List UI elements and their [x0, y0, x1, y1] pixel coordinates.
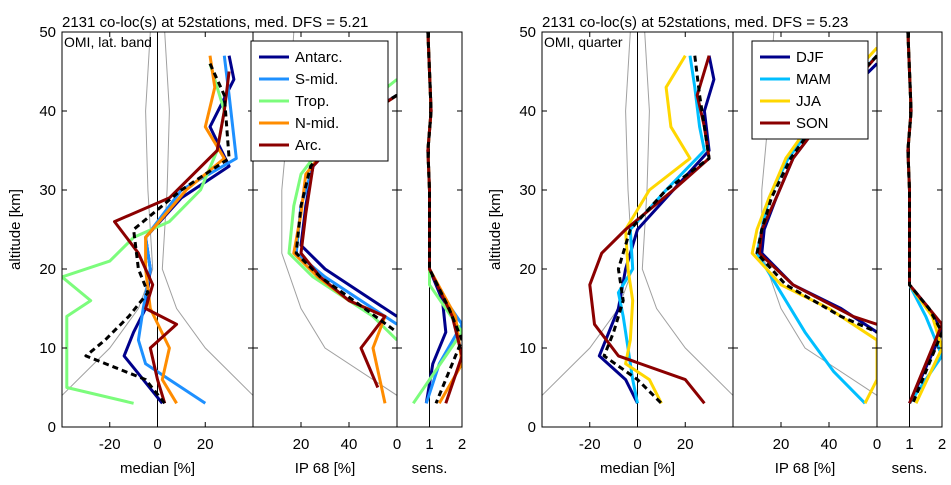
- x-axis-label: IP 68 [%]: [775, 460, 836, 477]
- x-tick-label: 20: [773, 436, 790, 453]
- chart-0: 2131 co-loc(s) at 52stations, med. DFS =…: [7, 14, 466, 477]
- series-line-trop: [412, 32, 462, 405]
- x-tick-label: 0: [393, 436, 401, 453]
- x-tick-label: 0: [633, 436, 641, 453]
- series-line-arc: [113, 71, 231, 404]
- x-tick-label: 20: [677, 436, 694, 453]
- panel-sens: 0 1 2 sens.: [393, 31, 466, 477]
- legend-entry: Antarc.: [295, 49, 343, 66]
- x-axis-label: median [%]: [120, 460, 195, 477]
- legend-entry: JJA: [796, 93, 821, 110]
- y-tick-label: 10: [39, 340, 56, 357]
- reference-curve: [161, 32, 253, 396]
- series-line-smid: [136, 55, 238, 405]
- y-tick-label: 50: [39, 24, 56, 41]
- x-tick-label: -20: [579, 436, 601, 453]
- x-tick-label: 1: [425, 436, 433, 453]
- series-line-jja: [750, 46, 877, 404]
- x-tick-label: 2: [938, 436, 946, 453]
- x-tick-label: 0: [873, 436, 881, 453]
- x-axis-label: sens.: [892, 460, 928, 477]
- y-tick-label: 0: [48, 419, 56, 436]
- legend-entry: MAM: [796, 71, 831, 88]
- y-axis-label: altitude [km]: [487, 189, 504, 270]
- reference-curve: [641, 32, 733, 396]
- plot-area: [906, 32, 942, 427]
- series-line-arc: [426, 32, 462, 404]
- legend-entry: DJF: [796, 49, 824, 66]
- x-tick-label: 40: [341, 436, 358, 453]
- panel-annotation: OMI, lat. band: [64, 34, 152, 50]
- y-tick-label: 50: [519, 24, 536, 41]
- x-tick-label: 1: [905, 436, 913, 453]
- plot-area: [412, 32, 462, 427]
- reference-curve: [62, 32, 154, 396]
- y-tick-label: 40: [519, 103, 536, 120]
- x-axis-label: IP 68 [%]: [295, 460, 356, 477]
- y-tick-label: 30: [39, 182, 56, 199]
- legend-entry: Trop.: [295, 93, 329, 110]
- legend: DJF MAM JJA SON: [751, 40, 869, 140]
- plot-area: [542, 32, 733, 427]
- reference-curve: [542, 32, 634, 396]
- y-tick-label: 0: [528, 419, 536, 436]
- legend: Antarc. S-mid. Trop. N-mid. Arc.: [250, 40, 389, 162]
- chart-title: 2131 co-loc(s) at 52stations, med. DFS =…: [62, 14, 368, 31]
- y-tick-label: 10: [519, 340, 536, 357]
- legend-entry: Arc.: [295, 137, 322, 154]
- x-tick-label: 20: [197, 436, 214, 453]
- series-line-son: [588, 55, 711, 405]
- y-tick-label: 20: [519, 261, 536, 278]
- chart-title: 2131 co-loc(s) at 52stations, med. DFS =…: [542, 14, 848, 31]
- x-tick-label: -20: [99, 436, 121, 453]
- series-line-mam: [906, 32, 942, 405]
- series-line-nmid: [426, 32, 462, 405]
- y-tick-label: 20: [39, 261, 56, 278]
- legend-entry: N-mid.: [295, 115, 339, 132]
- series-line-median: [906, 32, 942, 404]
- legend-entry: S-mid.: [295, 71, 338, 88]
- x-tick-label: 40: [821, 436, 838, 453]
- plot-area: [62, 32, 253, 427]
- panel-sens: 0 1 2 sens.: [873, 31, 946, 477]
- series-line-median: [602, 55, 711, 405]
- series-line-mam: [616, 55, 706, 404]
- y-tick-label: 30: [519, 182, 536, 199]
- series-line-nmid: [144, 55, 226, 405]
- x-tick-label: 2: [458, 436, 466, 453]
- x-axis-label: median [%]: [600, 460, 675, 477]
- series-line-jja: [906, 32, 942, 404]
- series-line-median: [426, 32, 462, 404]
- series-line-son: [906, 32, 942, 404]
- y-axis-label: altitude [km]: [7, 189, 24, 270]
- x-tick-label: 20: [293, 436, 310, 453]
- series-line-djf: [906, 32, 942, 404]
- chart-1: 2131 co-loc(s) at 52stations, med. DFS =…: [487, 14, 946, 477]
- series-line-median: [84, 62, 231, 405]
- x-axis-label: sens.: [412, 460, 448, 477]
- series-line-jja: [624, 54, 692, 404]
- x-tick-label: 0: [153, 436, 161, 453]
- legend-entry: SON: [796, 115, 829, 132]
- y-tick-label: 40: [39, 103, 56, 120]
- panel-annotation: OMI, quarter: [544, 34, 623, 50]
